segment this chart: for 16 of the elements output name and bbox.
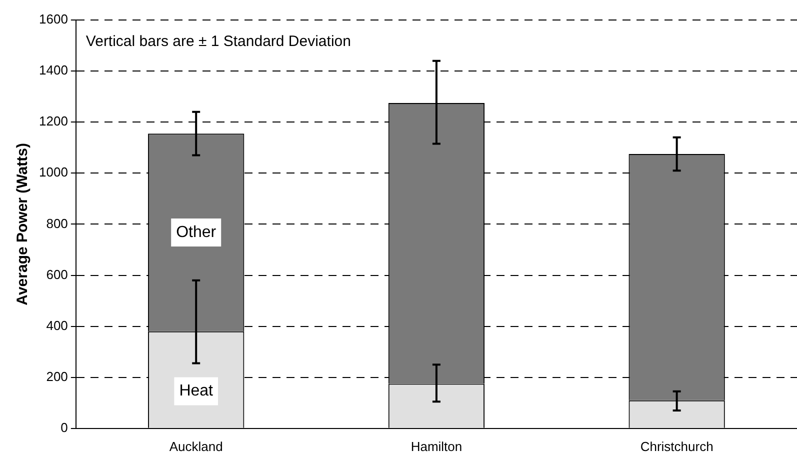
y-tick-label: 600 <box>46 266 68 282</box>
y-tick-label: 1000 <box>39 164 68 180</box>
y-tick-label: 1200 <box>39 114 68 129</box>
annotation: Vertical bars are ± 1 Standard Deviation <box>86 33 351 50</box>
y-tick-label: 0 <box>60 420 68 435</box>
x-tick-label: Christchurch <box>640 438 714 454</box>
series-label: Heat <box>179 382 214 400</box>
y-tick-label: 400 <box>46 318 68 333</box>
y-tick-label: 200 <box>46 368 68 384</box>
series-label: Other <box>176 224 217 241</box>
x-tick-label: Hamilton <box>410 438 462 454</box>
x-tick-label: Auckland <box>169 438 223 454</box>
y-tick-label: 1600 <box>39 12 68 27</box>
y-axis-title: Average Power (Watts) <box>14 143 32 306</box>
y-tick-label: 800 <box>46 216 68 231</box>
y-tick-label: 1400 <box>39 62 68 78</box>
